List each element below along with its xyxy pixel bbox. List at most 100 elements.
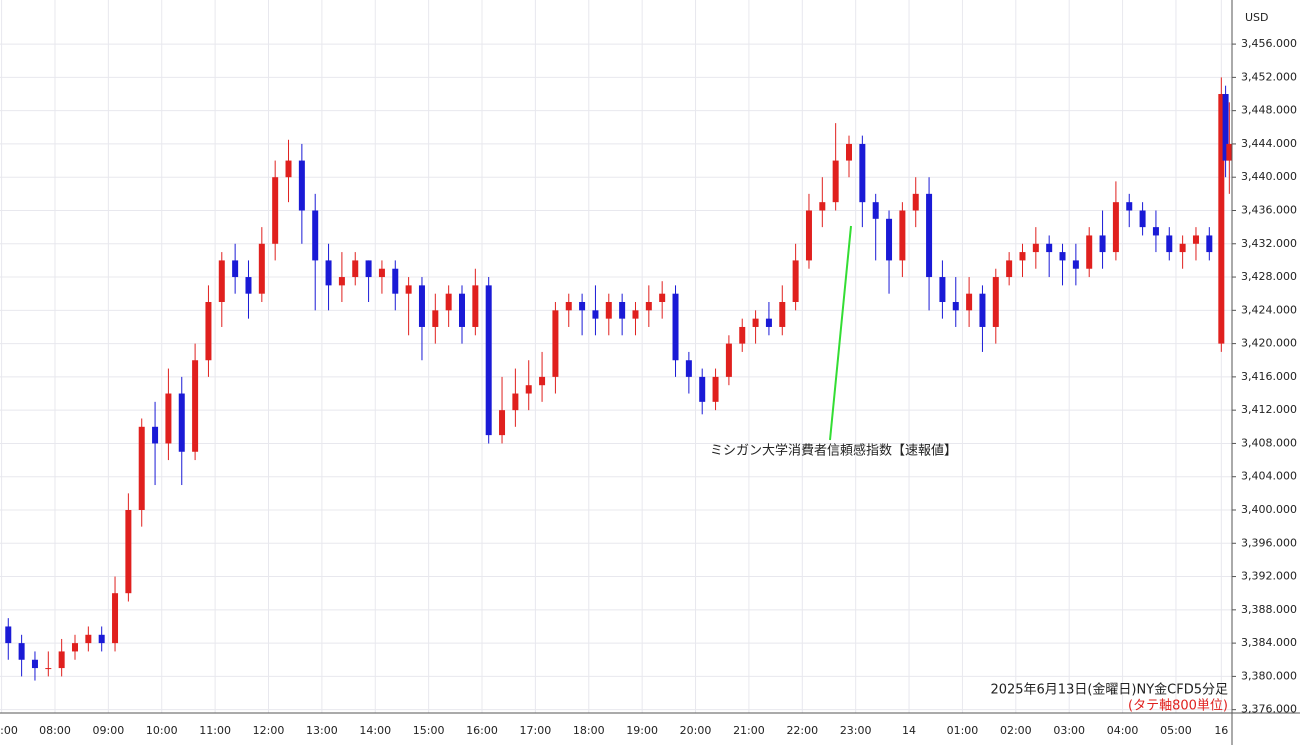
x-tick-label: 03:00	[1053, 724, 1085, 737]
x-tick-label: 18:00	[573, 724, 605, 737]
candle-body	[18, 643, 25, 660]
x-tick-label: 14	[902, 724, 916, 737]
candle-body	[819, 202, 826, 211]
candle-body	[992, 277, 999, 327]
candle-body	[192, 360, 199, 452]
y-tick-label: 3,400.000	[1241, 503, 1297, 516]
x-tick-label: 04:00	[1107, 724, 1139, 737]
x-tick-label: 09:00	[93, 724, 125, 737]
candle-body	[352, 260, 359, 278]
y-tick-label: 3,424.000	[1241, 303, 1297, 316]
x-tick-label: 20:00	[680, 724, 712, 737]
x-tick-label: 23:00	[840, 724, 872, 737]
y-tick-label: 3,376.000	[1241, 703, 1297, 716]
candle-body	[792, 260, 799, 303]
candle-body	[71, 643, 78, 652]
candle-body	[232, 260, 239, 278]
x-tick-label: 14:00	[359, 724, 391, 737]
candle-body	[619, 302, 626, 319]
candle-body	[205, 302, 212, 361]
candle-body	[1152, 227, 1159, 236]
y-tick-label: 3,436.000	[1241, 203, 1297, 216]
x-tick-label: 13:00	[306, 724, 338, 737]
candle-body	[725, 343, 732, 377]
y-tick-label: 3,384.000	[1241, 636, 1297, 649]
annotation-line	[829, 225, 852, 441]
candle-body	[872, 202, 879, 219]
candle-body	[699, 376, 706, 402]
y-tick-label: 3,408.000	[1241, 436, 1297, 449]
x-tick-label: 12:00	[253, 724, 285, 737]
candles	[5, 77, 1233, 681]
candle-body	[1166, 235, 1173, 253]
candle-body	[432, 310, 439, 327]
y-tick-label: 3,388.000	[1241, 603, 1297, 616]
candle-body	[405, 285, 412, 294]
candle-body	[685, 360, 692, 377]
x-tick-label: 22:00	[786, 724, 818, 737]
y-tick-label: 3,420.000	[1241, 337, 1297, 350]
candle-body	[125, 509, 132, 594]
candle-body	[218, 260, 225, 303]
candle-body	[445, 293, 452, 311]
candle-body	[805, 210, 812, 261]
y-tick-label: 3,380.000	[1241, 669, 1297, 682]
candle-body	[5, 626, 12, 644]
x-tick-label: 05:00	[1160, 724, 1192, 737]
candle-body	[98, 634, 105, 644]
candle-body	[525, 385, 532, 394]
candle-body	[1206, 235, 1213, 253]
y-tick-label: 3,444.000	[1241, 137, 1297, 150]
candle-body	[966, 293, 973, 311]
candle-body	[899, 210, 906, 261]
candle-body	[1192, 235, 1199, 244]
candle-body	[539, 376, 546, 386]
candle-body	[418, 285, 425, 327]
candle-body	[338, 277, 345, 286]
candle-body	[1032, 243, 1039, 253]
candle-body	[459, 293, 465, 327]
candle-body	[365, 260, 372, 278]
candle-body	[1179, 243, 1186, 253]
candle-body	[939, 277, 946, 303]
candle-body	[739, 326, 746, 344]
candle-body	[31, 659, 38, 669]
y-tick-label: 3,416.000	[1241, 370, 1297, 383]
footer: 2025年6月13日(金曜日)NY金CFD5分足	[990, 682, 1228, 698]
candle-body	[285, 160, 292, 178]
candle-body	[58, 651, 65, 669]
x-tick-label: 01:00	[947, 724, 979, 737]
candle-body	[178, 393, 185, 452]
y-tick-label: 3,440.000	[1241, 170, 1297, 183]
footer-note: (タテ軸800単位)	[1128, 698, 1228, 714]
candle-body	[832, 160, 839, 203]
grid	[0, 0, 1232, 713]
currency-label: USD	[1245, 11, 1269, 24]
candle-body	[112, 593, 119, 644]
y-tick-label: 3,432.000	[1241, 237, 1297, 250]
annotation: ミシガン大学消費者信頼感指数【速報値】	[710, 443, 957, 459]
y-tick-label: 3,404.000	[1241, 470, 1297, 483]
candle-body	[392, 268, 399, 294]
x-tick-label: 19:00	[626, 724, 658, 737]
candle-body	[779, 302, 786, 327]
x-tick-label: 16:00	[466, 724, 498, 737]
y-tick-label: 3,392.000	[1241, 570, 1297, 583]
candle-body	[1139, 210, 1146, 228]
x-tick-label: 08:00	[39, 724, 71, 737]
candle-body	[765, 318, 772, 327]
candle-body	[1218, 94, 1225, 344]
candle-body	[552, 310, 559, 377]
candle-body	[926, 193, 933, 278]
y-tick-label: 3,428.000	[1241, 270, 1297, 283]
candle-body	[1019, 252, 1026, 261]
y-tick-label: 3,448.000	[1241, 104, 1297, 117]
candle-body	[499, 410, 506, 436]
candle-body	[592, 310, 599, 319]
candle-body	[846, 143, 853, 161]
x-tick-label: 16	[1214, 724, 1228, 737]
candle-body	[565, 302, 572, 311]
candle-body	[165, 393, 172, 444]
